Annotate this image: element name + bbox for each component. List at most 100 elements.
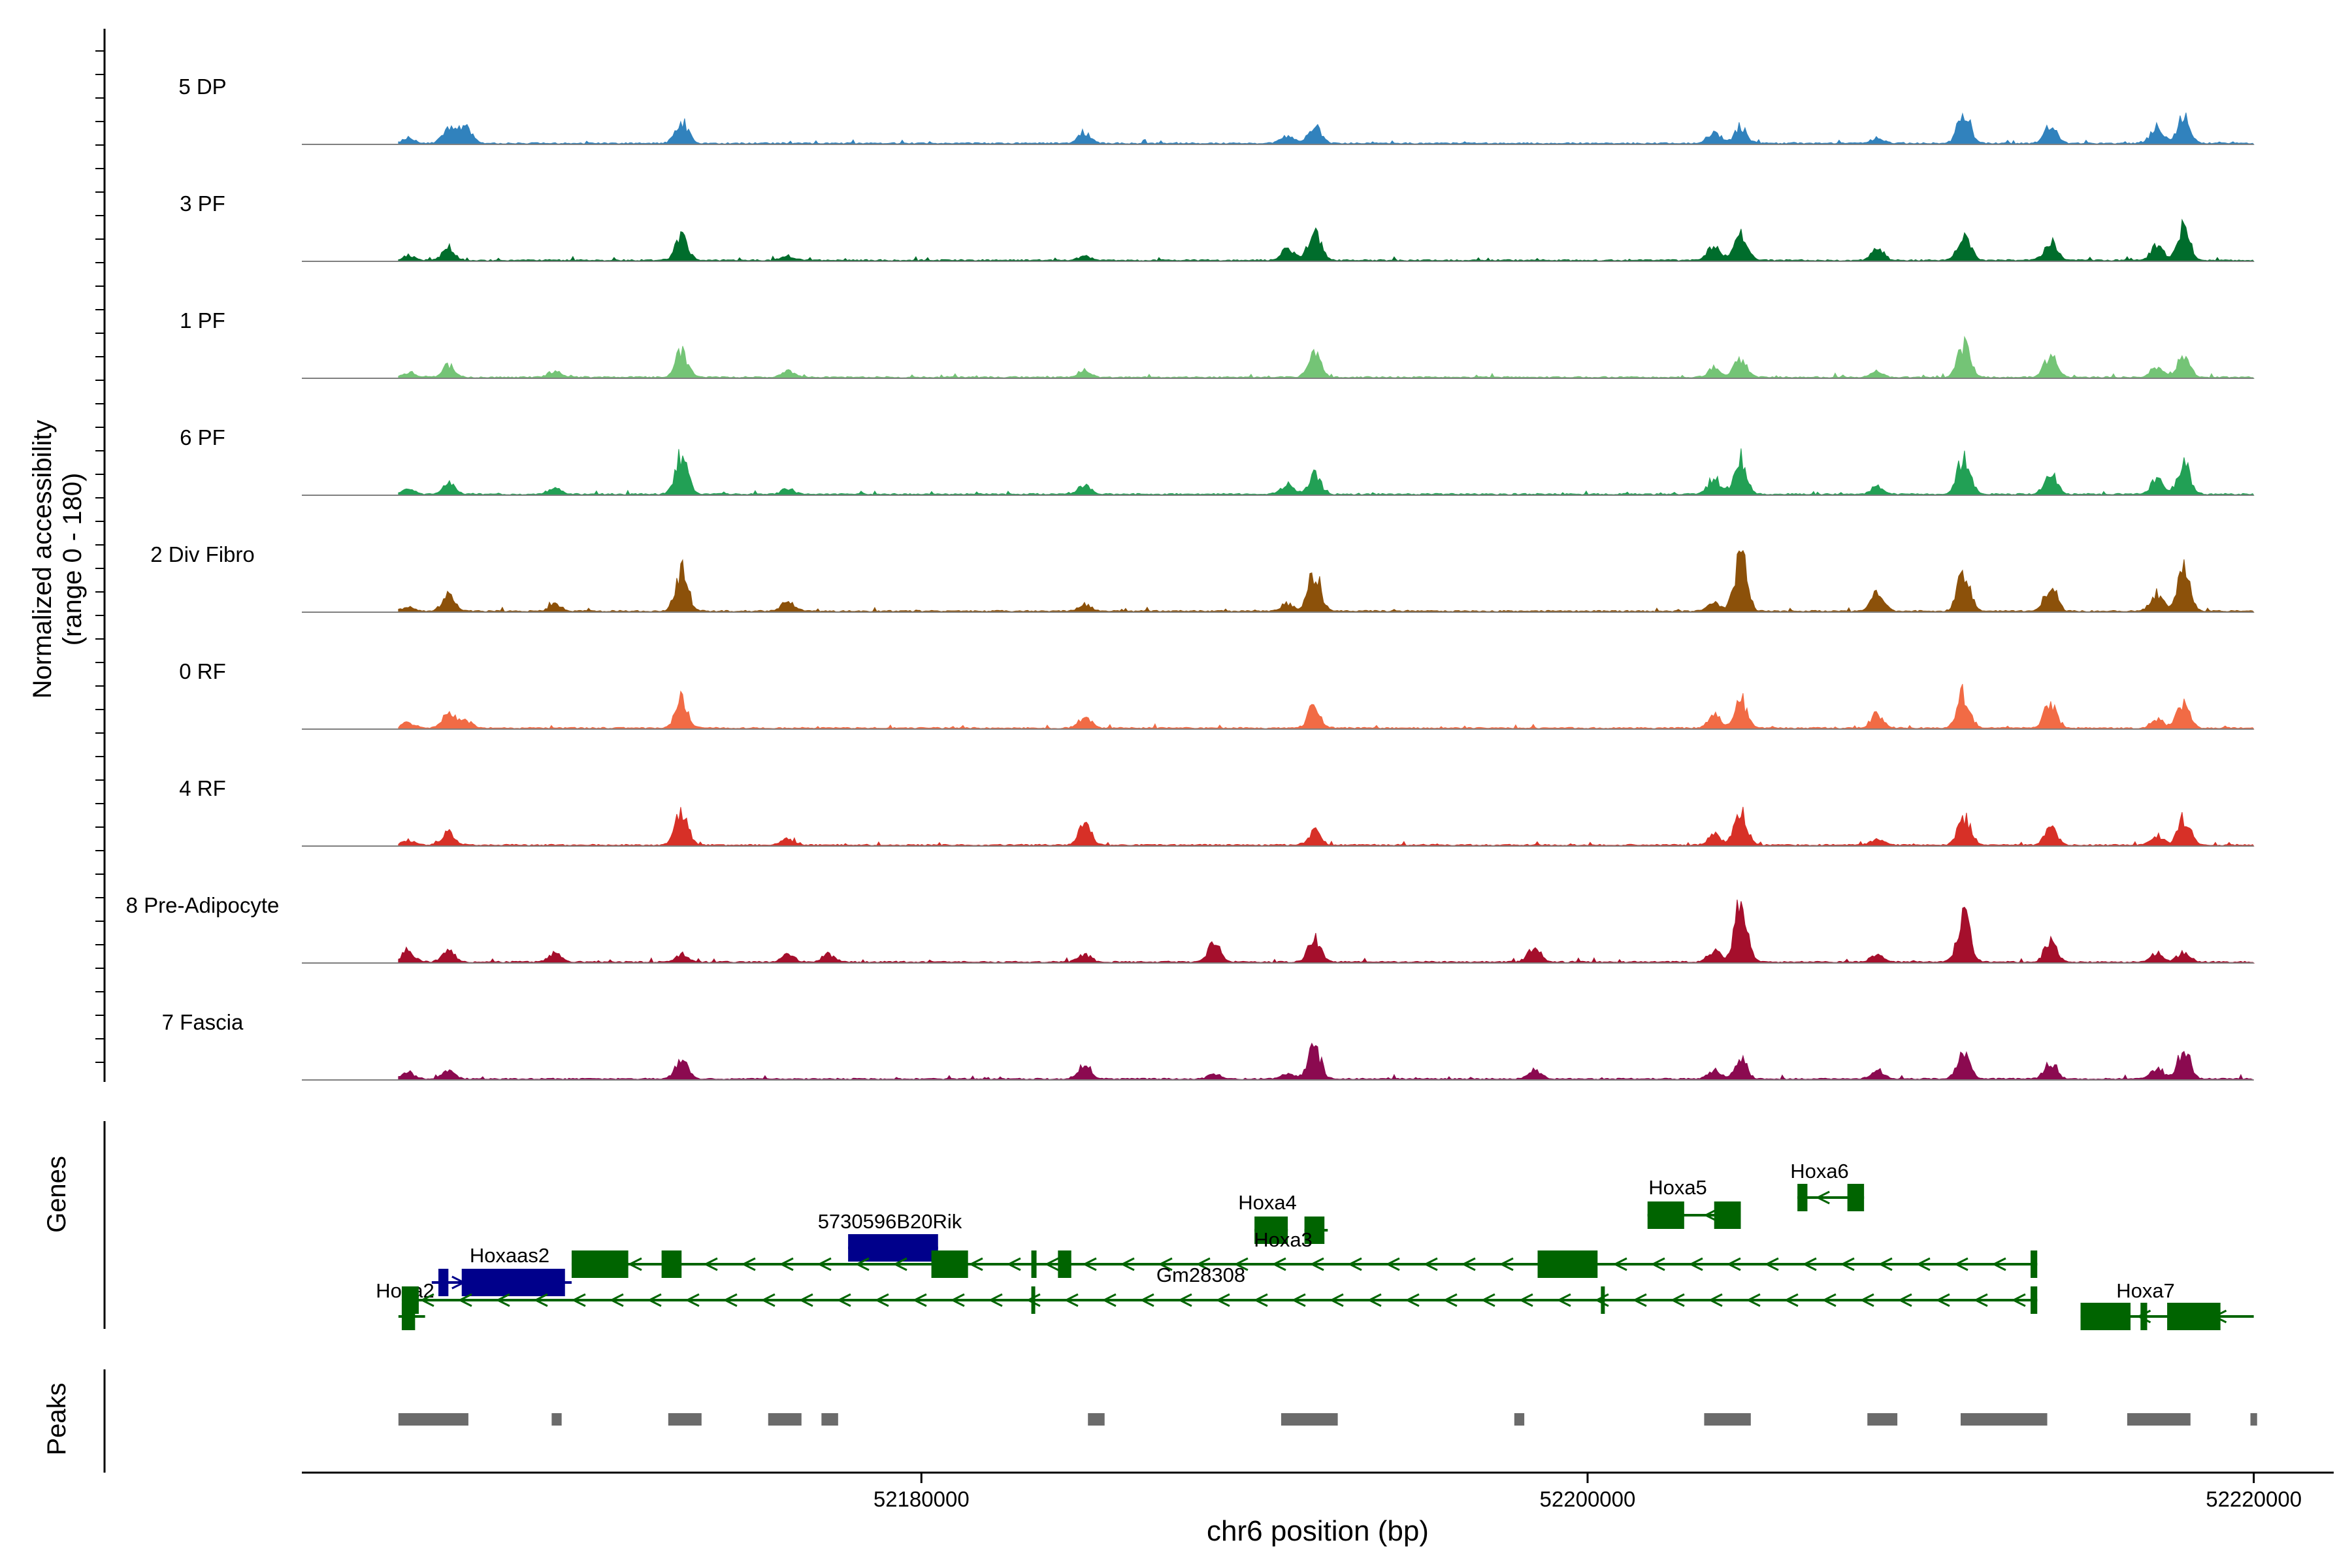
track-label: 6 PF xyxy=(180,425,225,449)
gene-exon xyxy=(661,1250,682,1278)
gene-label: Hoxa7 xyxy=(2116,1279,2175,1302)
peak-region xyxy=(398,1413,468,1426)
strand-arrow xyxy=(571,1293,586,1307)
peak-region xyxy=(821,1413,838,1426)
gene-label: Hoxa3 xyxy=(1254,1228,1313,1251)
strand-arrow xyxy=(1802,1257,1817,1271)
gene-label: Gm28308 xyxy=(1156,1264,1245,1286)
genes-panel-label: Genes xyxy=(42,1156,71,1233)
coverage-track: 0 RF xyxy=(179,659,2255,730)
gene-exon xyxy=(2080,1303,2131,1330)
peaks-panel-label: Peaks xyxy=(42,1382,71,1455)
strand-arrow xyxy=(1935,1293,1950,1307)
peak-region xyxy=(668,1413,702,1426)
gene-exon xyxy=(848,1234,938,1262)
strand-arrow xyxy=(457,1293,472,1307)
gene-exon xyxy=(461,1269,565,1296)
gene-transcript xyxy=(401,1286,2038,1314)
strand-arrow xyxy=(1991,1257,2006,1271)
track-label: 4 RF xyxy=(179,776,226,800)
gene: Gm28308 xyxy=(571,1250,2038,1286)
coverage-area xyxy=(398,549,2255,613)
strand-arrow xyxy=(1006,1257,1021,1271)
gene: Hoxa7 xyxy=(2080,1279,2254,1330)
strand-arrow xyxy=(1271,1257,1286,1271)
strand-arrow xyxy=(1815,1190,1830,1205)
strand-arrow xyxy=(1821,1293,1837,1307)
gene-exon xyxy=(1601,1286,1605,1314)
strand-arrow xyxy=(1708,1293,1723,1307)
track-label: 0 RF xyxy=(179,659,226,683)
strand-arrow xyxy=(1703,1208,1718,1222)
strand-arrow xyxy=(685,1293,700,1307)
peak-regions xyxy=(398,1413,2257,1426)
track-label: 3 PF xyxy=(180,191,225,216)
gene-exon xyxy=(438,1269,449,1296)
strand-arrow xyxy=(1784,1293,1799,1307)
strand-arrow xyxy=(798,1293,813,1307)
peak-region xyxy=(768,1413,802,1426)
peak-region xyxy=(1867,1413,1898,1426)
track-label: 7 Fascia xyxy=(162,1010,244,1034)
coverage-area xyxy=(398,1042,2254,1081)
strand-arrow xyxy=(912,1293,927,1307)
strand-arrow xyxy=(495,1293,510,1307)
x-axis-title: chr6 position (bp) xyxy=(1207,1515,1429,1547)
gene-label: Hoxa5 xyxy=(1648,1176,1707,1199)
strand-arrow xyxy=(1499,1257,1514,1271)
strand-arrow xyxy=(874,1293,889,1307)
gene-exon xyxy=(571,1250,629,1278)
coverage-track: 5 DP xyxy=(178,74,2255,145)
strand-arrow xyxy=(1859,1293,1874,1307)
strand-arrow xyxy=(988,1293,1003,1307)
strand-arrow xyxy=(1102,1293,1117,1307)
strand-arrow xyxy=(1291,1293,1306,1307)
gene-exon xyxy=(2167,1303,2221,1330)
coverage-track: 7 Fascia xyxy=(162,1010,2254,1081)
coverage-area xyxy=(398,112,2255,145)
gene-exon xyxy=(1714,1201,1741,1229)
strand-arrow xyxy=(533,1293,548,1307)
coverage-area xyxy=(398,683,2255,730)
strand-arrow xyxy=(1670,1293,1685,1307)
gene-annotations: Hoxa2Hoxaas25730596B20RikHoxa4Hoxa3Gm283… xyxy=(376,1160,2254,1330)
coverage-area xyxy=(398,218,2255,262)
strand-arrow xyxy=(1177,1293,1192,1307)
track-label: 5 DP xyxy=(178,74,226,99)
strand-arrow xyxy=(1158,1257,1173,1271)
coverage-track: 3 PF xyxy=(180,191,2255,262)
strand-arrow xyxy=(2011,1293,2026,1307)
coverage-tracks: 5 DP 3 PF 1 PF 6 PF 2 Div Fibro 0 RF 4 RF 8 Pre… xyxy=(126,74,2255,1081)
gene-exon xyxy=(1647,1201,1684,1229)
strand-arrow xyxy=(1347,1257,1362,1271)
strand-arrow xyxy=(627,1257,642,1271)
strand-arrow xyxy=(1840,1257,1855,1271)
gene-exon xyxy=(1031,1286,1036,1314)
strand-arrow xyxy=(968,1257,983,1271)
gene-exon xyxy=(1537,1250,1598,1278)
x-tick-label: 52180000 xyxy=(874,1487,970,1511)
peak-region xyxy=(1960,1413,2048,1426)
strand-arrow xyxy=(1233,1257,1249,1271)
gene-exon xyxy=(1797,1184,1808,1211)
strand-arrow xyxy=(1385,1257,1400,1271)
strand-arrow xyxy=(1973,1293,1988,1307)
strand-arrow xyxy=(1688,1257,1703,1271)
gene-label: Hoxaas2 xyxy=(470,1244,549,1267)
strand-arrow xyxy=(779,1257,794,1271)
gene: Hoxa5 xyxy=(1647,1176,1741,1229)
coverage-area xyxy=(398,899,2255,964)
coverage-area xyxy=(398,335,2255,379)
strand-arrow xyxy=(1461,1257,1476,1271)
gene-label: 5730596B20Rik xyxy=(818,1210,962,1233)
gene: Hoxa3 xyxy=(1254,1217,1328,1251)
gene-exon xyxy=(1031,1250,1037,1278)
gene-exon xyxy=(1058,1250,1071,1278)
gene-label: Hoxa4 xyxy=(1238,1191,1297,1214)
peak-region xyxy=(1281,1413,1338,1426)
gene-exon xyxy=(1847,1184,1865,1211)
strand-arrow xyxy=(1423,1257,1438,1271)
strand-arrow xyxy=(1726,1257,1741,1271)
y-axis-title-line2: (range 0 - 180) xyxy=(58,473,87,646)
